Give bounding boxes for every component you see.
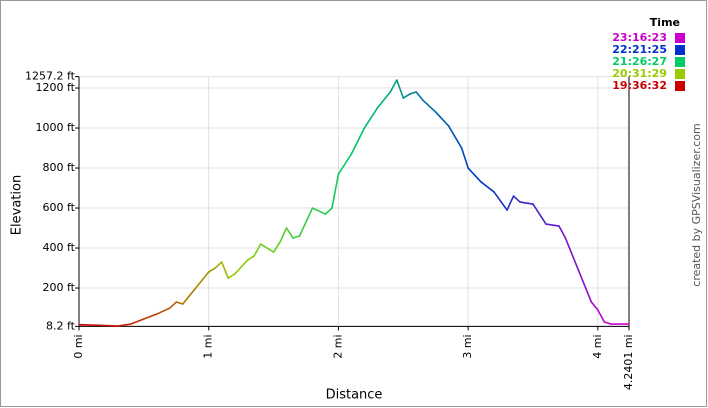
legend-label: 21:26:27 bbox=[612, 55, 667, 68]
elevation-line bbox=[447, 125, 463, 149]
x-tick-label: 0 mi bbox=[72, 334, 85, 358]
elevation-line bbox=[434, 111, 450, 127]
elevation-line bbox=[143, 313, 158, 320]
elevation-line bbox=[292, 235, 301, 239]
elevation-line bbox=[493, 191, 508, 211]
x-tick-label: 3 mi bbox=[461, 334, 474, 358]
elevation-line bbox=[233, 259, 249, 275]
x-axis-label: Distance bbox=[326, 388, 383, 403]
elevation-line bbox=[460, 147, 469, 169]
legend-swatch bbox=[675, 45, 685, 55]
elevation-line bbox=[181, 287, 197, 305]
y-tick-label: 1257.2 ft bbox=[25, 70, 76, 83]
elevation-line bbox=[246, 255, 255, 261]
elevation-line bbox=[169, 301, 178, 309]
y-tick-label: 400 ft bbox=[43, 241, 76, 254]
elevation-line bbox=[363, 107, 379, 129]
elevation-line bbox=[480, 181, 495, 193]
y-axis-label: Elevation bbox=[10, 175, 25, 235]
elevation-line bbox=[395, 79, 405, 99]
elevation-line bbox=[532, 203, 547, 225]
y-tick-label: 600 ft bbox=[43, 201, 76, 214]
elevation-line bbox=[506, 195, 515, 211]
elevation-line bbox=[227, 273, 236, 279]
legend-label: 20:31:29 bbox=[612, 67, 667, 80]
y-tick-label: 200 ft bbox=[43, 281, 76, 294]
legend-label: 19:36:32 bbox=[612, 79, 667, 92]
x-tick-label: 2 mi bbox=[331, 334, 344, 358]
elevation-line bbox=[415, 91, 424, 101]
legend-swatch bbox=[675, 33, 685, 43]
elevation-line bbox=[519, 201, 534, 205]
elevation-line bbox=[577, 269, 593, 303]
credit: created by GPSVisualizer.com bbox=[690, 123, 703, 286]
elevation-line bbox=[421, 99, 437, 113]
elevation-line bbox=[272, 241, 281, 253]
elevation-line bbox=[408, 91, 418, 95]
elevation-line bbox=[298, 207, 314, 237]
legend-label: 23:16:23 bbox=[612, 31, 667, 44]
elevation-line bbox=[376, 91, 392, 109]
elevation-line bbox=[564, 237, 580, 271]
elevation-line bbox=[467, 167, 482, 183]
y-tick-label: 8.2 ft bbox=[46, 319, 76, 332]
y-tick-label: 1000 ft bbox=[36, 121, 76, 134]
elevation-line bbox=[324, 207, 333, 215]
elevation-line bbox=[285, 227, 294, 239]
legend-swatch bbox=[675, 69, 685, 79]
x-tick-label: 4.2401 mi bbox=[622, 334, 635, 390]
elevation-line bbox=[175, 301, 184, 305]
elevation-line bbox=[259, 243, 275, 253]
elevation-line bbox=[220, 261, 229, 279]
y-tick-label: 800 ft bbox=[43, 161, 76, 174]
elevation-line bbox=[97, 324, 119, 327]
elevation-line bbox=[194, 271, 210, 289]
x-tick-label: 4 mi bbox=[591, 334, 604, 358]
legend-label: 22:21:25 bbox=[612, 43, 667, 56]
elevation-line bbox=[214, 261, 223, 269]
legend-title: Time bbox=[650, 16, 680, 29]
elevation-line bbox=[156, 307, 171, 315]
elevation-line bbox=[130, 318, 145, 325]
elevation-line bbox=[311, 207, 327, 215]
elevation-line bbox=[117, 323, 132, 327]
elevation-line bbox=[603, 321, 612, 325]
elevation-line bbox=[590, 301, 599, 311]
elevation-line bbox=[402, 93, 411, 99]
elevation-line bbox=[545, 223, 560, 227]
elevation-line bbox=[279, 227, 288, 243]
elevation-line bbox=[331, 173, 340, 209]
elevation-line bbox=[389, 79, 398, 93]
x-tick-label: 1 mi bbox=[202, 334, 215, 358]
y-tick-label: 1200 ft bbox=[36, 81, 76, 94]
elevation-line bbox=[253, 243, 262, 257]
elevation-line bbox=[350, 127, 366, 155]
elevation-line bbox=[207, 267, 216, 273]
elevation-line bbox=[78, 323, 100, 327]
legend-swatch bbox=[675, 57, 685, 67]
elevation-line bbox=[512, 195, 521, 203]
elevation-line bbox=[558, 225, 567, 239]
elevation-line bbox=[337, 153, 353, 175]
legend-swatch bbox=[675, 81, 685, 91]
elevation-line bbox=[597, 309, 606, 323]
